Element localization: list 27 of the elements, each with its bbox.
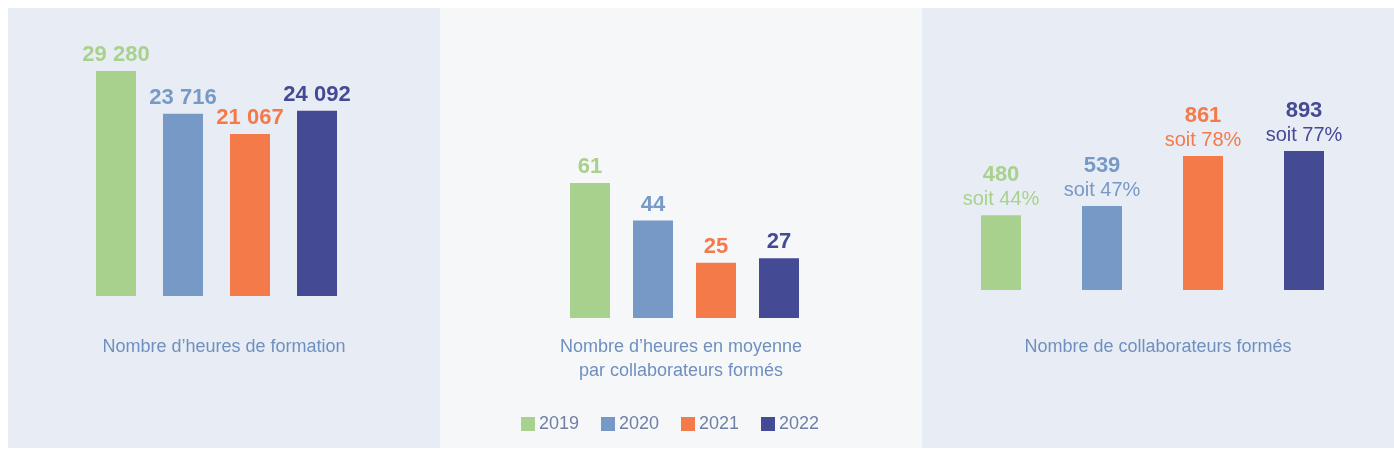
bar [230,134,270,296]
data-label: 861 soit 78% [1164,101,1242,150]
legend-label: 2020 [618,413,659,433]
data-label: 480 soit 44% [962,161,1040,210]
data-label: 27 [766,228,792,254]
bar [1284,151,1324,290]
data-label: 25 [703,232,729,258]
data-label: 893 soit 77% [1265,97,1343,145]
x-axis-title: Nombre de collaborateurs formés [1023,335,1293,358]
legend-label: 2021 [699,413,740,433]
data-label: 61 [577,153,603,178]
data-label: 44 [640,190,666,216]
data-label: 23 716 [149,83,217,109]
data-label: 539 soit 47% [1063,152,1141,201]
bar [1082,206,1122,290]
bar [981,215,1021,290]
bar [96,71,136,296]
x-axis-title: Nombre d’heures en moyenne par collaborateurs formés [558,335,804,382]
data-label: 29 280 [82,41,150,66]
legend-label: 2019 [538,413,579,433]
data-label: 21 067 [216,104,284,130]
bar [297,110,337,296]
x-axis-title: Nombre d’heures de formation [101,335,347,358]
data-label: 24 092 [283,80,351,106]
bar [163,113,203,296]
legend-label: 2022 [779,413,820,433]
bar [1183,155,1223,290]
